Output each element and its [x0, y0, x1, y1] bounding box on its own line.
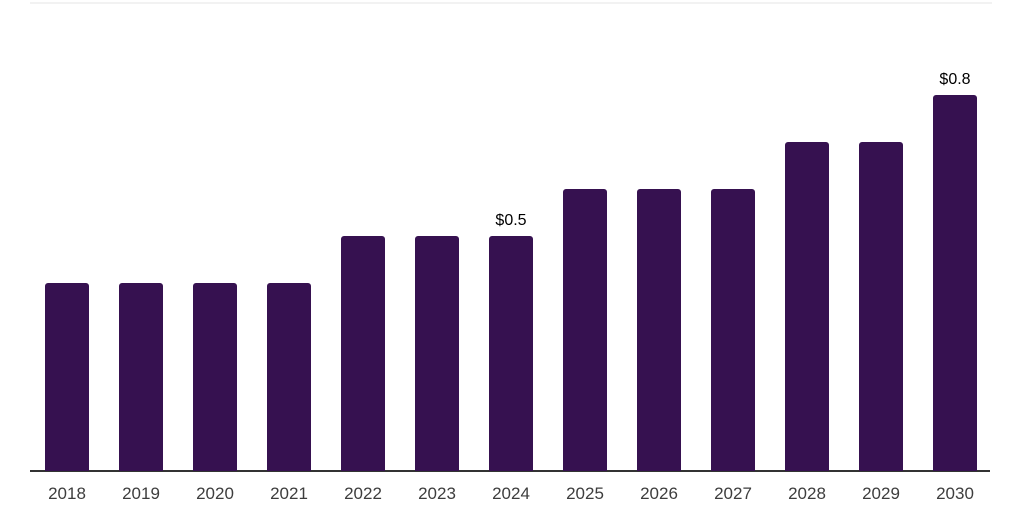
- x-tick-2030: 2030: [936, 484, 974, 503]
- x-axis-line: [30, 470, 990, 472]
- bar-2024: [489, 236, 533, 471]
- x-tick-2024: 2024: [492, 484, 530, 503]
- bar-2029: [859, 142, 903, 471]
- bar-2019: [119, 283, 163, 471]
- x-tick-2026: 2026: [640, 484, 678, 503]
- x-tick-2028: 2028: [788, 484, 826, 503]
- x-tick-2025: 2025: [566, 484, 604, 503]
- x-tick-2020: 2020: [196, 484, 234, 503]
- x-tick-2018: 2018: [48, 484, 86, 503]
- bar-2028: [785, 142, 829, 471]
- bar-2025: [563, 189, 607, 471]
- bar-2027: [711, 189, 755, 471]
- chart-top-border: [30, 2, 992, 4]
- x-tick-2019: 2019: [122, 484, 160, 503]
- x-tick-2029: 2029: [862, 484, 900, 503]
- value-label-2024: $0.5: [495, 212, 527, 229]
- x-tick-2021: 2021: [270, 484, 308, 503]
- bar-2020: [193, 283, 237, 471]
- x-tick-2022: 2022: [344, 484, 382, 503]
- bar-2018: [45, 283, 89, 471]
- bar-2022: [341, 236, 385, 471]
- bar-2023: [415, 236, 459, 471]
- bar-2021: [267, 283, 311, 471]
- x-tick-2027: 2027: [714, 484, 752, 503]
- bar-2030: [933, 95, 977, 471]
- x-tick-2023: 2023: [418, 484, 456, 503]
- value-label-2030: $0.8: [939, 71, 971, 88]
- bar-2026: [637, 189, 681, 471]
